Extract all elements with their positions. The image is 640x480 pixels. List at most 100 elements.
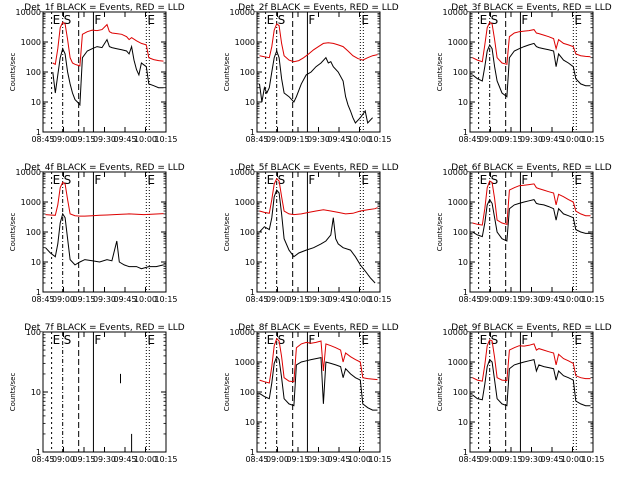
y-tick-label: 1 (463, 128, 468, 137)
y-axis-label: Counts/sec (223, 213, 231, 252)
lld-series-line (45, 181, 164, 217)
y-axis-label: Counts/sec (436, 213, 444, 252)
lld-series-line (52, 21, 164, 67)
x-tick-label: 09:45 (327, 135, 350, 144)
x-tick-label: 10:00 (561, 135, 584, 144)
x-tick-label: 08:45 (458, 295, 481, 304)
events-series-line (45, 212, 164, 270)
detector-panel: Det_6f BLACK = Events, RED = LLD Counts/s… (436, 163, 612, 304)
events-series-line (52, 38, 164, 107)
plot-frame (256, 171, 381, 293)
event-marker-label: E (147, 333, 155, 347)
event-marker-label: F (94, 333, 101, 347)
event-marker-label: E (361, 333, 369, 347)
y-tick-label: 1000 (235, 38, 255, 47)
x-tick-label: 09:30 (520, 135, 543, 144)
lld-series-line (472, 180, 591, 226)
x-tick-label: 09:00 (52, 455, 75, 464)
event-marker-label: E (53, 173, 61, 187)
y-tick-label: 100 (240, 388, 255, 397)
x-tick-label: 10:00 (348, 135, 371, 144)
x-tick-label: 09:45 (327, 295, 350, 304)
plot-frame (256, 331, 381, 453)
y-tick-label: 1 (36, 448, 41, 457)
event-marker-label: S (64, 13, 72, 27)
x-tick-label: 09:30 (520, 295, 543, 304)
y-tick-label: 10 (31, 258, 41, 267)
x-tick-label: 09:00 (266, 295, 289, 304)
x-tick-label: 09:00 (479, 135, 502, 144)
y-tick-label: 10000 (16, 8, 41, 17)
y-tick-label: 10 (245, 418, 255, 427)
x-tick-label: 09:30 (307, 135, 330, 144)
detector-panel: Det_9f BLACK = Events, RED = LLD Counts/s… (436, 323, 612, 464)
y-axis-label: Counts/sec (9, 373, 17, 412)
detector-panel: Det_4f BLACK = Events, RED = LLD Counts/s… (9, 163, 185, 304)
events-series-line (472, 358, 591, 407)
panel-title: Det_5f BLACK = Events, RED = LLD (238, 163, 398, 173)
x-tick-label: 09:30 (307, 455, 330, 464)
x-tick-label: 09:30 (93, 455, 116, 464)
y-tick-label: 100 (240, 228, 255, 237)
event-marker-label: F (308, 173, 315, 187)
y-tick-label: 10 (458, 98, 468, 107)
event-marker-label: F (94, 173, 101, 187)
event-marker-label: F (521, 333, 528, 347)
panel-title: Det_1f BLACK = Events, RED = LLD (24, 3, 184, 13)
x-tick-label: 10:15 (154, 295, 177, 304)
x-tick-label: 09:15 (286, 455, 309, 464)
event-marker-label: F (94, 13, 101, 27)
x-tick-label: 10:00 (348, 295, 371, 304)
y-axis-label: Counts/sec (223, 373, 231, 412)
y-tick-label: 1 (463, 448, 468, 457)
event-marker-label: E (53, 333, 61, 347)
event-marker-label: E (480, 173, 488, 187)
event-marker-label: E (147, 13, 155, 27)
x-tick-label: 09:15 (286, 135, 309, 144)
panel-title: Det_6f BLACK = Events, RED = LLD (451, 163, 611, 173)
x-tick-label: 09:15 (286, 295, 309, 304)
x-tick-label: 10:00 (348, 455, 371, 464)
event-marker-label: E (361, 173, 369, 187)
event-marker-label: E (267, 173, 275, 187)
event-marker-label: F (521, 173, 528, 187)
x-tick-label: 09:15 (72, 135, 95, 144)
y-tick-label: 10000 (230, 168, 255, 177)
x-tick-label: 09:15 (72, 295, 95, 304)
x-tick-label: 10:00 (561, 455, 584, 464)
event-marker-label: S (491, 13, 499, 27)
y-tick-label: 10000 (443, 328, 468, 337)
panel-title: Det_4f BLACK = Events, RED = LLD (24, 163, 184, 173)
x-tick-label: 09:00 (479, 455, 502, 464)
x-tick-label: 09:45 (540, 135, 563, 144)
x-tick-label: 09:00 (479, 295, 502, 304)
event-marker-label: E (574, 333, 582, 347)
y-axis-label: Counts/sec (9, 53, 17, 92)
x-tick-label: 08:45 (245, 135, 268, 144)
detector-panel: Det_3f BLACK = Events, RED = LLD Counts/s… (436, 3, 612, 144)
y-tick-label: 10 (458, 418, 468, 427)
y-axis-label: Counts/sec (436, 373, 444, 412)
x-tick-label: 09:15 (499, 295, 522, 304)
panel-title: Det_3f BLACK = Events, RED = LLD (451, 3, 611, 13)
panel-title: Det_2f BLACK = Events, RED = LLD (238, 3, 398, 13)
detector-panel: Det_8f BLACK = Events, RED = LLD Counts/s… (223, 323, 399, 464)
y-tick-label: 1000 (235, 198, 255, 207)
y-tick-label: 10000 (230, 8, 255, 17)
detector-panel: Det_1f BLACK = Events, RED = LLD Counts/s… (9, 3, 185, 144)
y-tick-label: 1000 (235, 358, 255, 367)
y-tick-label: 10000 (230, 328, 255, 337)
plot-frame (42, 171, 167, 293)
lld-series-line (472, 21, 591, 65)
x-tick-label: 10:15 (581, 295, 604, 304)
event-marker-label: E (53, 13, 61, 27)
y-tick-label: 10 (31, 388, 41, 397)
x-tick-label: 09:45 (540, 295, 563, 304)
x-tick-label: 09:15 (499, 135, 522, 144)
y-tick-label: 10 (458, 258, 468, 267)
x-tick-label: 08:45 (245, 455, 268, 464)
lld-series-line (259, 177, 378, 216)
plot-frame (42, 11, 167, 133)
detector-panel: Det_5f BLACK = Events, RED = LLD Counts/s… (223, 163, 399, 304)
events-series-line (259, 49, 373, 125)
